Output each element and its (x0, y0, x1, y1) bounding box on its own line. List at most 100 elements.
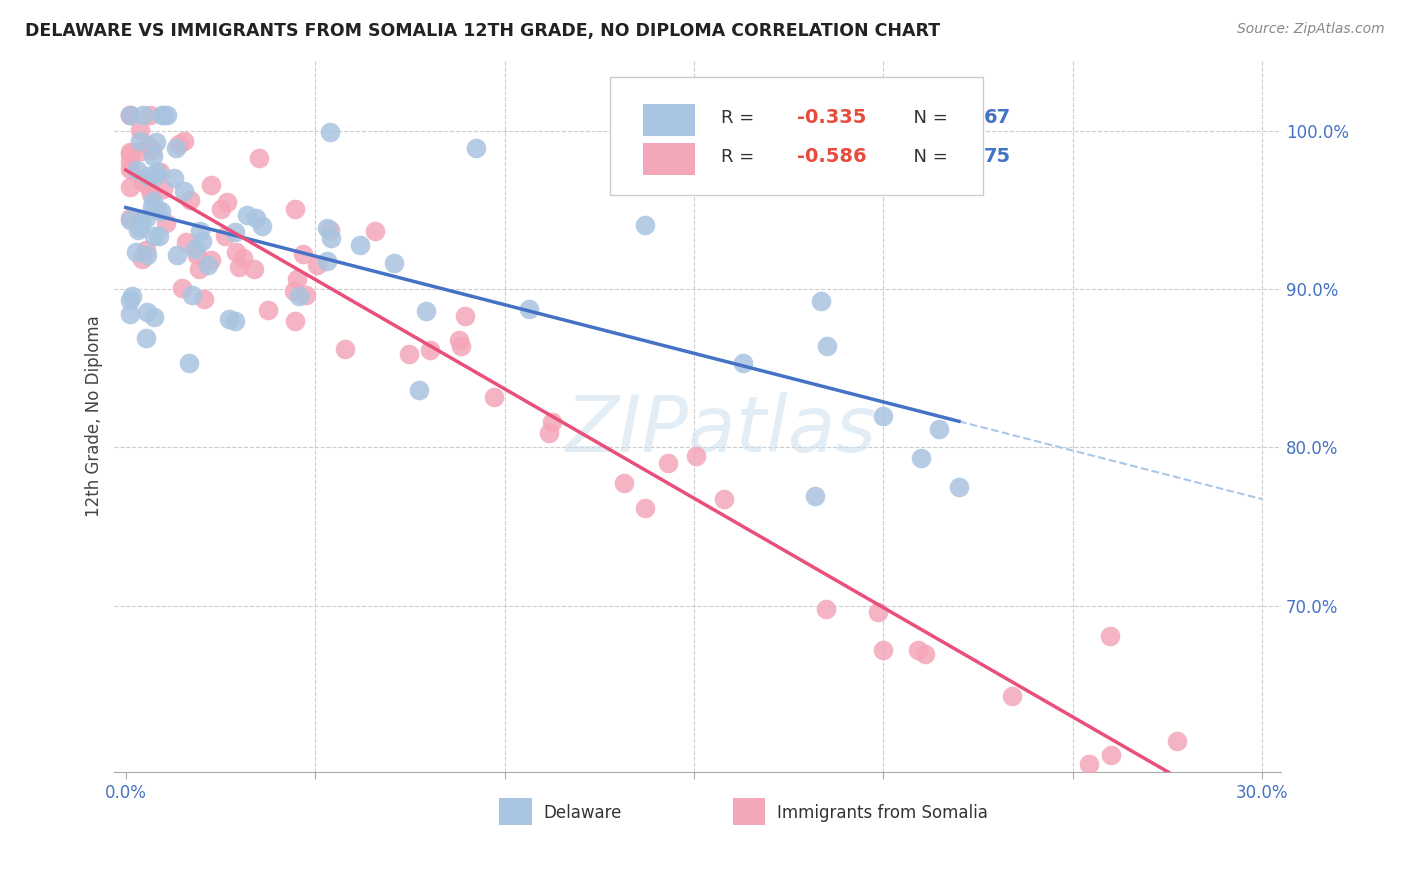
Point (136, 169, 159, 183)
Text: N =: N = (901, 148, 953, 166)
Point (146, 202, 169, 217)
Point (449, 333, 471, 347)
Text: Delaware: Delaware (544, 804, 621, 822)
Point (139, 108, 162, 122)
Point (283, 284, 305, 298)
Point (149, 203, 172, 218)
Point (541, 415, 564, 429)
Point (118, 307, 141, 321)
Point (129, 134, 152, 148)
Point (224, 314, 246, 328)
Point (193, 292, 215, 306)
Text: -0.335: -0.335 (797, 108, 866, 128)
Y-axis label: 12th Grade, No Diploma: 12th Grade, No Diploma (86, 315, 103, 516)
Point (118, 293, 141, 307)
Point (948, 480, 970, 494)
Point (517, 302, 540, 317)
Point (685, 450, 707, 464)
Point (141, 200, 163, 214)
Point (284, 313, 307, 327)
Point (172, 281, 194, 295)
Point (288, 288, 311, 302)
Point (319, 223, 342, 237)
Point (1166, 734, 1188, 748)
Point (129, 145, 152, 159)
Point (125, 244, 148, 259)
Point (1001, 689, 1024, 703)
Point (217, 194, 239, 209)
Point (815, 339, 838, 353)
Point (188, 225, 211, 239)
Point (349, 237, 371, 252)
Point (419, 343, 441, 358)
Text: ZIPatlas: ZIPatlas (565, 392, 876, 468)
Point (148, 229, 170, 244)
Point (295, 288, 318, 302)
Point (1099, 747, 1122, 762)
Point (141, 143, 163, 157)
Point (118, 211, 141, 225)
Text: 67: 67 (983, 108, 1011, 128)
Point (285, 272, 308, 286)
Point (149, 165, 172, 179)
Point (538, 425, 561, 440)
Text: R =: R = (721, 109, 761, 127)
Point (153, 108, 176, 122)
Point (129, 214, 152, 228)
Point (118, 162, 141, 177)
Point (136, 305, 159, 319)
FancyBboxPatch shape (610, 78, 983, 195)
Point (910, 450, 932, 465)
Point (118, 108, 141, 122)
Point (125, 162, 148, 177)
Point (465, 140, 488, 154)
Point (247, 151, 270, 165)
Point (613, 475, 636, 490)
Point (319, 231, 342, 245)
Point (200, 253, 222, 268)
Point (315, 221, 337, 235)
Point (364, 224, 387, 238)
Point (118, 146, 141, 161)
Point (186, 247, 208, 261)
Bar (643, 143, 696, 175)
Point (179, 193, 201, 207)
Point (634, 501, 657, 516)
Point (173, 134, 195, 148)
Point (135, 331, 157, 345)
Bar (643, 103, 696, 136)
Point (163, 171, 186, 186)
Point (256, 303, 278, 318)
Point (118, 154, 141, 169)
Point (209, 202, 232, 216)
Point (150, 108, 173, 122)
Point (197, 258, 219, 272)
Text: Source: ZipAtlas.com: Source: ZipAtlas.com (1237, 22, 1385, 37)
Point (176, 235, 198, 249)
Point (118, 108, 141, 122)
Point (173, 184, 195, 198)
Point (928, 422, 950, 436)
Point (225, 245, 247, 260)
Point (232, 251, 254, 265)
Point (132, 108, 155, 122)
Text: N =: N = (901, 109, 953, 127)
Point (454, 309, 477, 323)
Point (872, 642, 894, 657)
Point (236, 208, 259, 222)
Point (187, 262, 209, 277)
Point (872, 409, 894, 424)
Text: R =: R = (721, 148, 761, 166)
Point (218, 312, 240, 326)
Text: Immigrants from Somalia: Immigrants from Somalia (778, 804, 988, 822)
Bar (499, 798, 531, 825)
Point (224, 225, 246, 239)
Point (713, 491, 735, 506)
Point (143, 228, 166, 243)
Point (142, 310, 165, 325)
Point (482, 390, 505, 404)
Point (165, 141, 187, 155)
Point (200, 178, 222, 193)
Point (291, 246, 314, 260)
Point (1078, 757, 1101, 772)
